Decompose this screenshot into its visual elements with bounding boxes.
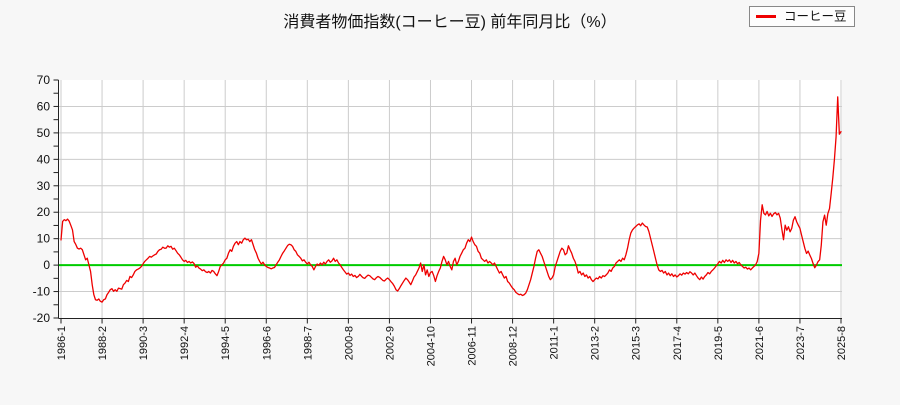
y-tick-label: 30 bbox=[37, 179, 51, 193]
x-tick-label: 2023-7 bbox=[795, 326, 807, 360]
legend-label: コーヒー豆 bbox=[784, 10, 847, 24]
x-tick-label: 2011-1 bbox=[549, 326, 561, 359]
x-tick-label: 2017-4 bbox=[672, 326, 684, 360]
y-tick-label: -10 bbox=[33, 285, 51, 299]
x-tick-label: 1990-3 bbox=[138, 326, 150, 360]
y-tick-label: 0 bbox=[43, 258, 50, 272]
horizontal-gridlines bbox=[59, 105, 842, 293]
x-tick-label: 2004-10 bbox=[425, 326, 437, 366]
x-tick-label: 2006-11 bbox=[467, 326, 479, 366]
x-tick-label: 2019-5 bbox=[713, 326, 725, 360]
legend-box bbox=[749, 6, 855, 27]
page-title: 消費者物価指数(コーヒー豆) 前年同月比（%） bbox=[283, 13, 616, 31]
y-tick-label: 50 bbox=[37, 126, 51, 140]
x-tick-label: 1996-6 bbox=[261, 326, 273, 360]
y-tick-label: 10 bbox=[37, 232, 51, 246]
x-axis-labels: 1986-1 1988-2 1990-3 1992-4 1994-5 1996-6 1998… bbox=[56, 326, 848, 366]
vertical-gridlines bbox=[60, 80, 842, 318]
x-tick-label: 1994-5 bbox=[220, 326, 232, 360]
y-tick-label: 40 bbox=[37, 152, 51, 166]
x-tick-label: 2021-6 bbox=[754, 326, 766, 360]
x-tick-label: 2025-8 bbox=[836, 326, 848, 360]
x-axis-ticks bbox=[60, 318, 842, 324]
series-line-coffee-beans bbox=[60, 96, 842, 303]
x-tick-label: 2013-2 bbox=[590, 326, 602, 360]
x-tick-label: 2008-12 bbox=[508, 326, 520, 366]
plot-area bbox=[59, 80, 842, 318]
x-tick-label: 2015-3 bbox=[631, 326, 643, 360]
y-tick-label: 60 bbox=[37, 99, 51, 113]
y-tick-label: 20 bbox=[37, 205, 51, 219]
x-tick-label: 1986-1 bbox=[56, 326, 68, 360]
x-tick-label: 2002-9 bbox=[384, 326, 396, 360]
x-tick-label: 1992-4 bbox=[179, 326, 191, 360]
x-tick-label: 2000-8 bbox=[343, 326, 355, 360]
x-tick-label: 1988-2 bbox=[97, 326, 109, 360]
x-tick-label: 1998-7 bbox=[302, 326, 314, 360]
y-tick-label: 70 bbox=[37, 73, 51, 87]
y-tick-label: -20 bbox=[33, 311, 51, 325]
y-axis-ticks bbox=[53, 79, 59, 319]
y-axis-labels: -20 -10 0 10 20 30 40 50 60 70 bbox=[33, 73, 51, 325]
legend: コーヒー豆 bbox=[749, 6, 855, 27]
